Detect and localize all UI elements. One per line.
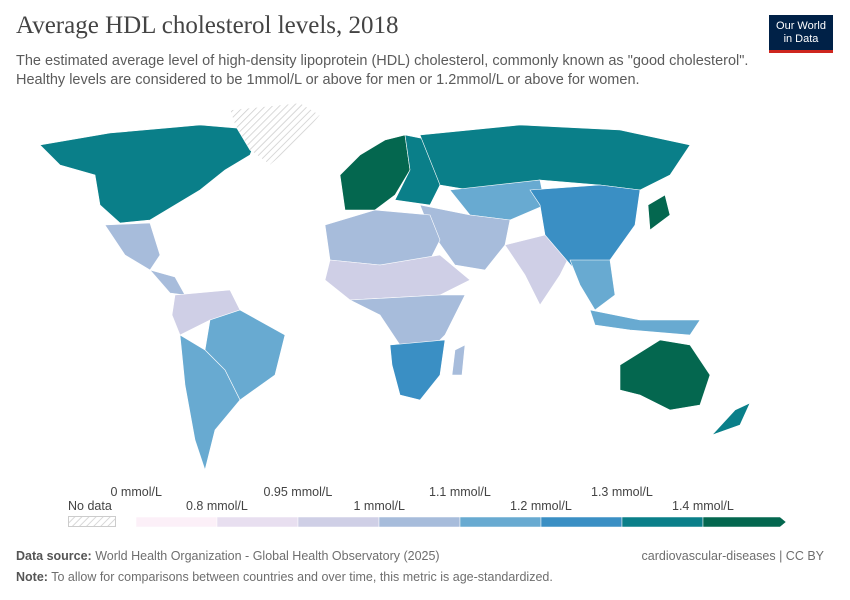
legend-bin[interactable]	[216, 516, 299, 528]
legend-bin[interactable]	[378, 516, 461, 528]
legend-tick-label: 0.8 mmol/L	[186, 499, 248, 513]
country-region[interactable]	[419, 124, 691, 191]
country-region[interactable]	[324, 209, 441, 266]
subtitle: The estimated average level of high-dens…	[16, 53, 749, 88]
legend-tick-label: 0.95 mmol/L	[263, 485, 333, 499]
legend-tick-label: 1.3 mmol/L	[591, 485, 653, 499]
legend-no-data-label: No data	[68, 499, 112, 513]
country-region[interactable]	[324, 254, 471, 301]
topic-license[interactable]: cardiovascular-diseases | CC BY	[641, 549, 824, 563]
legend-no-data-swatch	[68, 516, 116, 527]
legend-bin[interactable]	[135, 516, 218, 528]
country-region[interactable]	[229, 102, 321, 166]
legend-bin[interactable]	[621, 516, 704, 528]
note-text: To allow for comparisons between countri…	[51, 570, 553, 584]
country-region[interactable]	[389, 339, 446, 401]
source-text[interactable]: World Health Organization - Global Healt…	[95, 549, 440, 563]
country-region[interactable]	[179, 334, 241, 472]
legend-tick-label: 0 mmol/L	[110, 485, 162, 499]
legend-color-scale	[135, 516, 787, 528]
owid-logo[interactable]: Our World in Data	[769, 15, 833, 53]
legend-bin[interactable]	[540, 516, 623, 528]
note-label: Note:	[16, 570, 48, 584]
legend-tick-label: 1.1 mmol/L	[429, 485, 491, 499]
note: Note: To allow for comparisons between c…	[16, 570, 553, 584]
logo-text: Our World in Data	[776, 20, 826, 45]
legend-bin[interactable]	[297, 516, 380, 528]
source-label: Data source:	[16, 549, 92, 563]
data-source: Data source: World Health Organization -…	[16, 549, 440, 563]
country-region[interactable]	[451, 344, 466, 376]
world-map[interactable]	[0, 95, 850, 475]
page-title: Average HDL cholesterol levels, 2018	[16, 12, 399, 39]
country-region[interactable]	[589, 309, 701, 336]
legend-bin[interactable]	[459, 516, 542, 528]
legend-bin[interactable]	[702, 516, 787, 528]
country-region[interactable]	[619, 339, 711, 411]
legend-tick-label: 1.2 mmol/L	[510, 499, 572, 513]
country-region[interactable]	[711, 402, 751, 436]
country-region[interactable]	[104, 222, 161, 271]
country-region[interactable]	[149, 269, 186, 296]
legend-tick-label: 1.4 mmol/L	[672, 499, 734, 513]
legend-tick-label: 1 mmol/L	[353, 499, 405, 513]
country-region[interactable]	[348, 294, 466, 346]
country-region[interactable]	[647, 194, 671, 231]
country-region[interactable]	[39, 124, 261, 224]
country-region[interactable]	[569, 259, 616, 311]
country-region[interactable]	[449, 179, 546, 221]
